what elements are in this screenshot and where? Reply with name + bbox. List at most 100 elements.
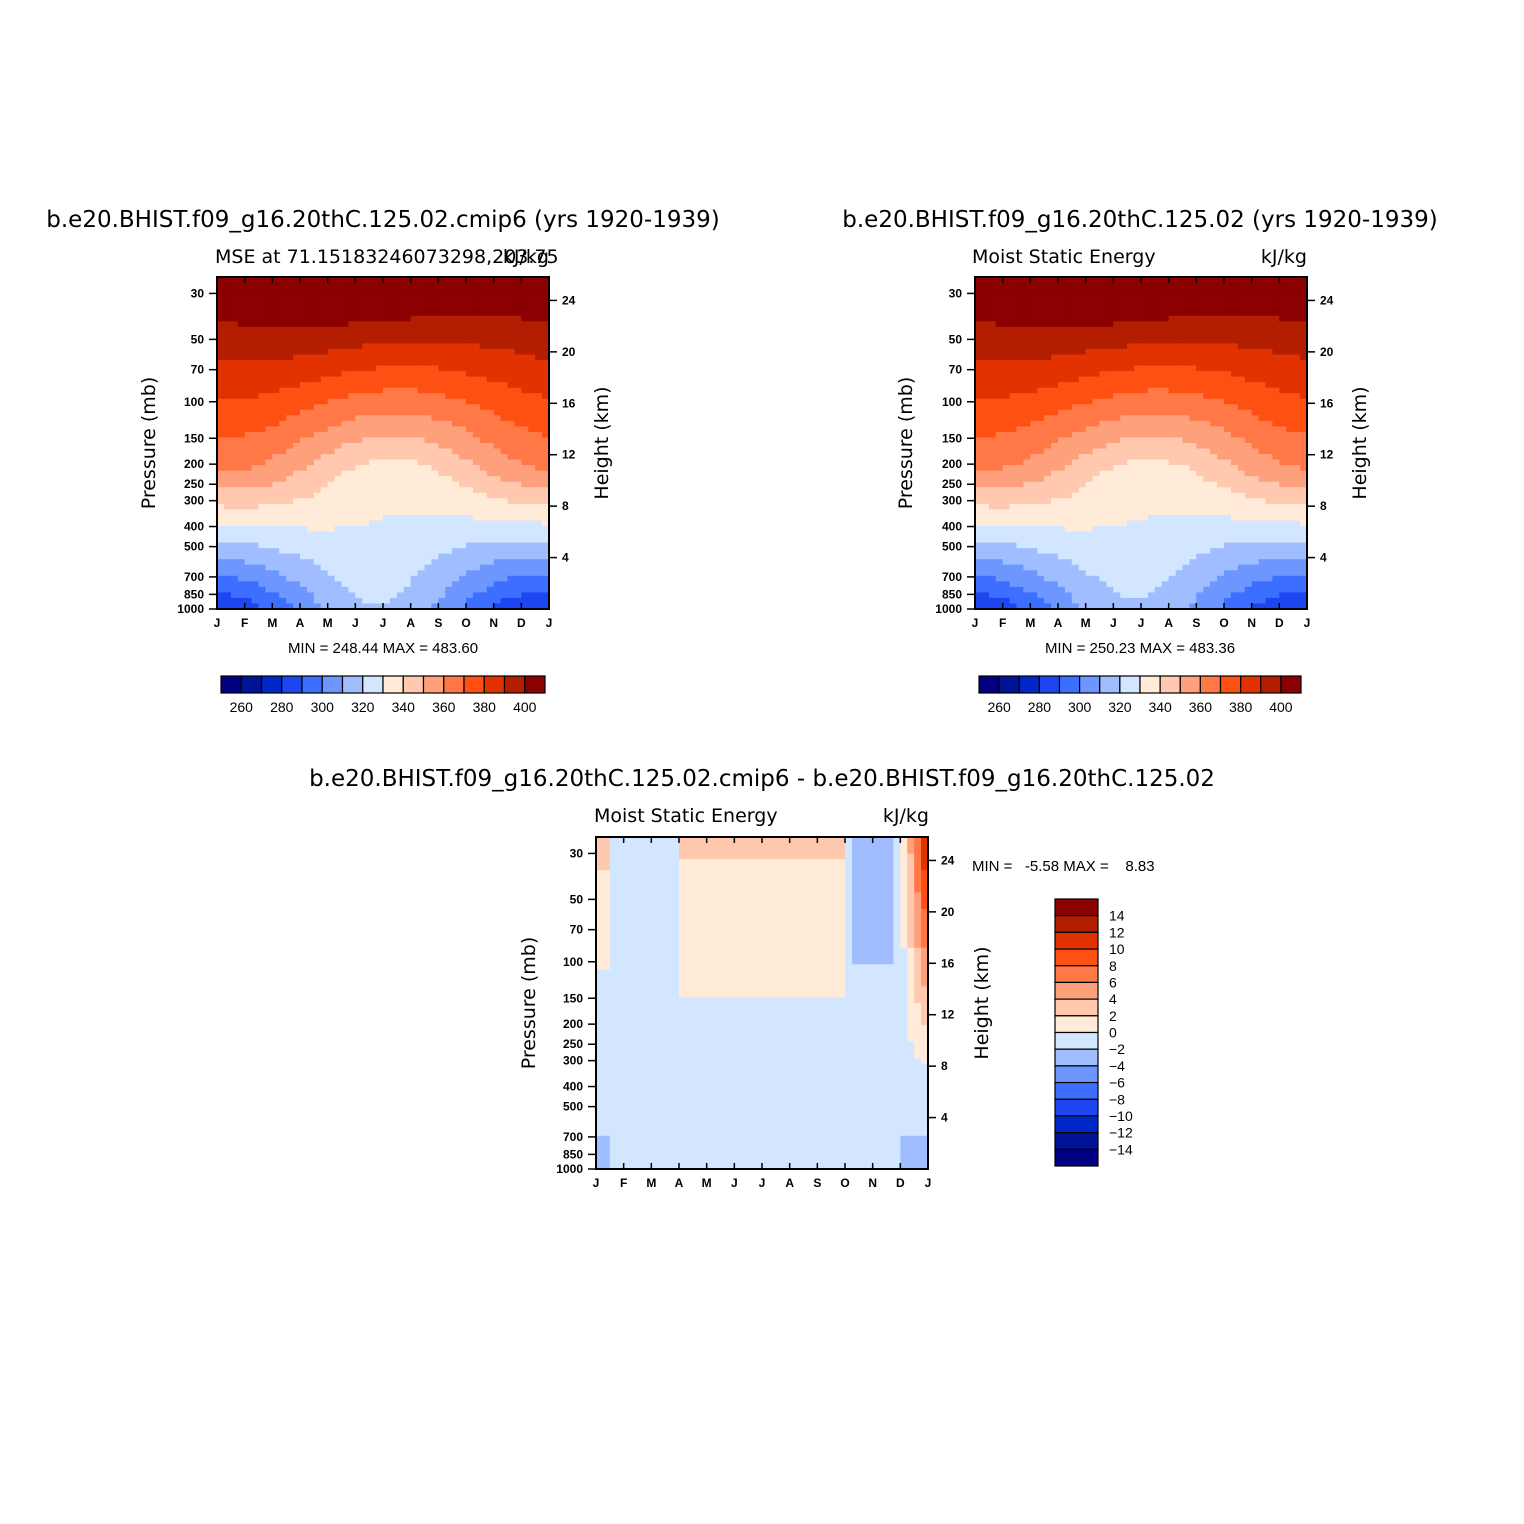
contour-cell [1175, 343, 1184, 350]
contour-cell [376, 431, 384, 439]
contour-cell [334, 431, 343, 439]
contour-cell [1196, 321, 1204, 328]
contour-cell [293, 481, 301, 488]
contour-cell [1106, 326, 1114, 333]
contour-cell [1175, 437, 1184, 444]
contour-cell [535, 448, 543, 455]
contour-cell [1182, 343, 1191, 350]
contour-cell [975, 526, 983, 533]
contour-cell [403, 360, 412, 367]
contour-cell [1175, 337, 1184, 344]
contour-cell [1099, 476, 1108, 483]
contour-cell [1016, 503, 1025, 510]
contour-cell [286, 498, 294, 505]
contour-cell [1168, 470, 1177, 477]
contour-cell [507, 348, 516, 356]
contour-cell [376, 387, 384, 394]
contour-cell [1154, 404, 1163, 411]
colorbar-box [240, 675, 263, 694]
contour-cell [1120, 537, 1128, 544]
contour-cell [348, 431, 356, 439]
contour-cell [1189, 575, 1197, 582]
contour-cell [403, 443, 412, 450]
contour-cell [528, 443, 536, 450]
contour-cell [1051, 293, 1059, 300]
contour-cell [1009, 415, 1018, 422]
contour-cell [981, 575, 990, 582]
contour-cell [362, 343, 370, 350]
contour-cell [1147, 476, 1156, 483]
contour-cell [258, 415, 267, 422]
contour-cell [459, 526, 467, 533]
contour-cell [1161, 509, 1170, 516]
contour-cell [1064, 343, 1073, 350]
contour-cell [1168, 393, 1177, 400]
contour-cell [459, 304, 467, 311]
contour-cell [1051, 382, 1059, 389]
contour-cell [1051, 542, 1059, 549]
contour-cell [376, 371, 384, 378]
contour-cell [1161, 443, 1170, 450]
contour-cell [521, 487, 529, 494]
contour-cell [521, 315, 529, 322]
contour-cell [507, 487, 516, 494]
contour-cell [1120, 448, 1128, 455]
contour-cell [334, 526, 343, 533]
contour-cell [1051, 343, 1059, 350]
contour-cell [1161, 321, 1170, 328]
contour-cell [251, 492, 260, 499]
contour-cell [452, 398, 460, 405]
contour-cell [244, 365, 253, 372]
contour-cell [341, 481, 350, 488]
contour-cell [1085, 459, 1094, 466]
contour-cell [1030, 575, 1038, 582]
contour-cell [1064, 509, 1073, 516]
contour-cell [286, 404, 294, 411]
contour-cell [1064, 310, 1073, 317]
contour-cell [1078, 531, 1087, 538]
contour-cell [341, 487, 350, 494]
contour-cell [493, 282, 502, 289]
contour-cell [528, 509, 536, 516]
contour-cell [514, 459, 522, 466]
contour-cell [1002, 448, 1011, 455]
contour-cell [1113, 393, 1121, 400]
contour-cell [1037, 454, 1045, 461]
contour-cell [306, 360, 315, 367]
contour-cell [528, 514, 536, 522]
contour-cell [1120, 542, 1128, 549]
contour-cell [217, 476, 225, 483]
contour-cell [528, 581, 536, 588]
contour-cell [535, 315, 543, 322]
contour-cell [230, 376, 239, 383]
contour-cell [1009, 531, 1018, 538]
contour-cell [369, 537, 377, 544]
contour-cell [1002, 337, 1011, 344]
contour-cell [272, 531, 280, 538]
contour-cell [445, 437, 453, 444]
contour-cell [341, 592, 350, 599]
contour-cell [1037, 586, 1045, 593]
contour-cell [445, 343, 453, 350]
contour-cell [1196, 398, 1204, 405]
contour-cell [300, 559, 308, 566]
contour-cell [1168, 326, 1177, 333]
contour-cell [445, 415, 453, 422]
contour-cell [376, 520, 384, 527]
contour-cell [1120, 586, 1128, 593]
contour-cell [521, 326, 529, 333]
contour-cell [306, 326, 315, 333]
contour-cell [1106, 348, 1114, 356]
contour-cell [438, 575, 446, 582]
contour-cell [445, 382, 453, 389]
colorbar-label: 380 [473, 699, 497, 715]
contour-cell [1016, 586, 1025, 593]
contour-cell [300, 520, 308, 527]
contour-cell [995, 376, 1004, 383]
contour-cell [975, 481, 983, 488]
contour-cell [1161, 575, 1170, 582]
contour-cell [466, 398, 474, 405]
contour-cell [1141, 526, 1149, 533]
contour-cell [1071, 420, 1080, 427]
contour-cell [362, 531, 370, 538]
